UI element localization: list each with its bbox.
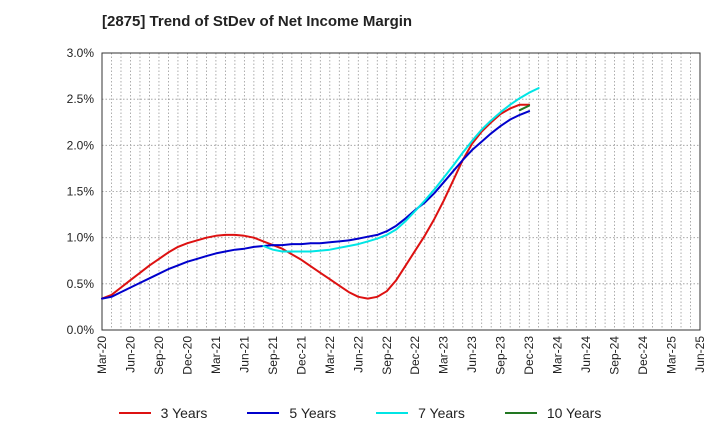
x-tick-label: Mar-22 [323,336,337,374]
y-tick-label: 0.5% [67,277,95,291]
legend-item: 7 Years [376,405,465,421]
x-tick-label: Mar-24 [551,336,565,374]
x-tick-label: Sep-21 [266,336,280,375]
legend-swatch [247,412,280,414]
series-lines [101,87,540,300]
series-line [518,104,531,112]
chart-title: [2875] Trend of StDev of Net Income Marg… [102,13,413,30]
y-tick-label: 3.0% [67,46,95,60]
legend-label: 10 Years [546,405,602,421]
legend-item: 3 Years [118,405,208,421]
y-tick-label: 0.0% [67,323,95,337]
x-tick-label: Sep-23 [494,336,508,375]
x-tick-label: Mar-21 [209,336,223,374]
legend-label: 5 Years [289,405,337,421]
x-tick-label: Jun-22 [351,336,365,373]
plot-frame [101,52,701,331]
legend-item: 10 Years [504,405,602,421]
legend-label: 7 Years [418,405,465,421]
x-tick-label: Sep-24 [608,336,622,375]
legend: 3 Years 5 Years 7 Years 10 Years [0,405,720,421]
x-tick-labels: Mar-20 Jun-20 Sep-20 Dec-20 Mar-21 Jun-21 Sep-… [95,336,707,375]
legend-swatch [504,412,537,414]
y-tick-label: 2.0% [67,138,95,152]
x-tick-label: Jun-24 [579,336,593,373]
grid-lines [102,52,701,330]
x-tick-label: Dec-21 [294,336,308,375]
x-tick-label: Jun-23 [465,336,479,373]
x-tick-label: Jun-25 [693,336,707,373]
x-tick-label: Mar-20 [95,336,109,374]
x-tick-label: Mar-25 [665,336,679,374]
legend-item: 5 Years [247,405,336,421]
axes [101,52,701,331]
x-tick-label: Dec-23 [522,336,536,375]
x-tick-label: Jun-21 [237,336,251,373]
legend-label: 3 Years [160,405,208,421]
x-tick-label: Dec-20 [180,336,194,375]
x-tick-label: Sep-22 [380,336,394,375]
y-tick-label: 2.5% [67,92,95,106]
series-line [262,87,540,253]
y-tick-labels: 0.0% 0.5% 1.0% 1.5% 2.0% 2.5% 3.0% [67,46,95,337]
y-tick-label: 1.5% [67,185,95,199]
y-tick-label: 1.0% [67,231,95,245]
legend-swatch [376,412,409,414]
series-line [101,103,531,300]
line-chart: 0.0% 0.5% 1.0% 1.5% 2.0% 2.5% 3.0% Mar-20 Jun-2… [67,46,707,375]
x-tick-label: Mar-23 [437,336,451,374]
x-tick-label: Sep-20 [152,336,166,375]
x-tick-label: Jun-20 [123,336,137,373]
series-line [101,110,531,300]
legend-swatch [118,412,151,414]
x-tick-label: Dec-22 [408,336,422,375]
x-tick-label: Dec-24 [636,336,650,375]
